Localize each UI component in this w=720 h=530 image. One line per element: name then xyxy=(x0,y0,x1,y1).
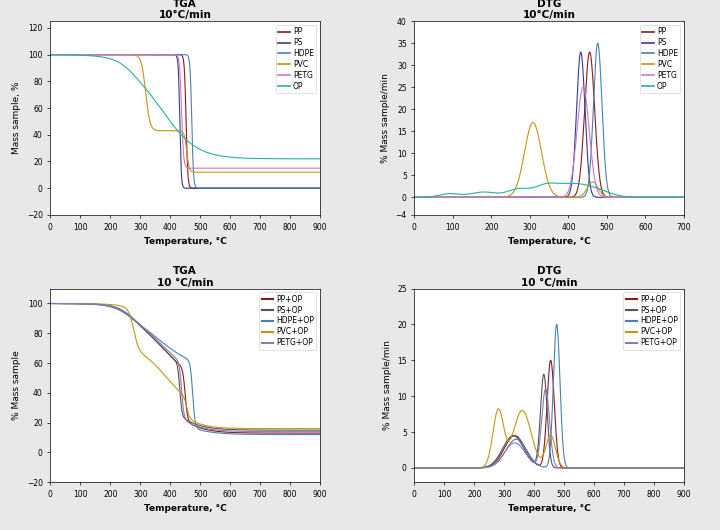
X-axis label: Temperature, °C: Temperature, °C xyxy=(508,237,590,246)
Y-axis label: % Mass sample/min: % Mass sample/min xyxy=(382,340,392,430)
Y-axis label: % Mass sample: % Mass sample xyxy=(12,350,21,420)
X-axis label: Temperature, °C: Temperature, °C xyxy=(144,505,227,514)
Y-axis label: % Mass sample/min: % Mass sample/min xyxy=(381,73,390,163)
Y-axis label: Mass sample, %: Mass sample, % xyxy=(12,82,21,154)
Legend: PP, PS, HDPE, PVC, PETG, OP: PP, PS, HDPE, PVC, PETG, OP xyxy=(276,25,316,93)
Title: DTG
10 °C/min: DTG 10 °C/min xyxy=(521,266,577,288)
Title: TGA
10 °C/min: TGA 10 °C/min xyxy=(157,266,213,288)
Title: DTG
10°C/min: DTG 10°C/min xyxy=(523,0,575,21)
Legend: PP+OP, PS+OP, HDPE+OP, PVC+OP, PETG+OP: PP+OP, PS+OP, HDPE+OP, PVC+OP, PETG+OP xyxy=(259,293,316,350)
Legend: PP, PS, HDPE, PVC, PETG, OP: PP, PS, HDPE, PVC, PETG, OP xyxy=(640,25,680,93)
X-axis label: Temperature, °C: Temperature, °C xyxy=(144,237,227,246)
Title: TGA
10°C/min: TGA 10°C/min xyxy=(159,0,212,21)
X-axis label: Temperature, °C: Temperature, °C xyxy=(508,505,590,514)
Legend: PP+OP, PS+OP, HDPE+OP, PVC+OP, PETG+OP: PP+OP, PS+OP, HDPE+OP, PVC+OP, PETG+OP xyxy=(624,293,680,350)
